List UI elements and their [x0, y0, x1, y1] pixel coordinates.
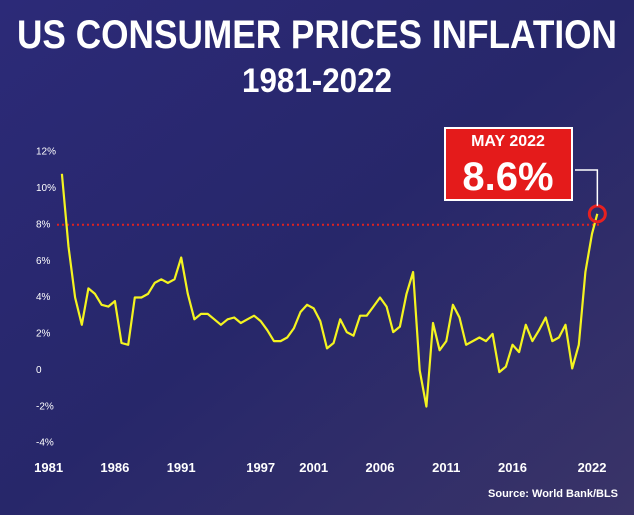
chart-subtitle: 1981-2022 [242, 62, 392, 100]
y-tick-label: 0 [36, 365, 42, 376]
y-tick-label: 10% [36, 183, 56, 194]
y-tick-label: 12% [36, 147, 56, 158]
x-tick-label: 1986 [100, 460, 129, 475]
y-tick-label: -2% [36, 401, 54, 412]
x-tick-label: 2001 [299, 460, 328, 475]
y-tick-label: 8% [36, 219, 51, 230]
y-tick-label: 2% [36, 329, 51, 340]
x-tick-label: 2006 [366, 460, 395, 475]
y-tick-label: 6% [36, 256, 51, 267]
callout-connector [575, 169, 599, 206]
x-tick-label: 2016 [498, 460, 527, 475]
inflation-line [60, 173, 599, 408]
callout-label: MAY 2022 [471, 133, 545, 150]
chart-title: US CONSUMER PRICES INFLATION [17, 13, 617, 57]
x-tick-label: 1997 [246, 460, 275, 475]
y-tick-label: 4% [36, 292, 51, 303]
x-tick-label: 1981 [34, 460, 63, 475]
x-tick-label: 2022 [578, 460, 607, 475]
x-tick-label: 2011 [432, 460, 460, 475]
x-tick-label: 1991 [167, 460, 196, 475]
source-note: Source: World Bank/BLS [488, 488, 618, 500]
callout-value: 8.6% [462, 155, 553, 199]
y-tick-label: -4% [36, 438, 54, 449]
callout-box [444, 127, 573, 201]
